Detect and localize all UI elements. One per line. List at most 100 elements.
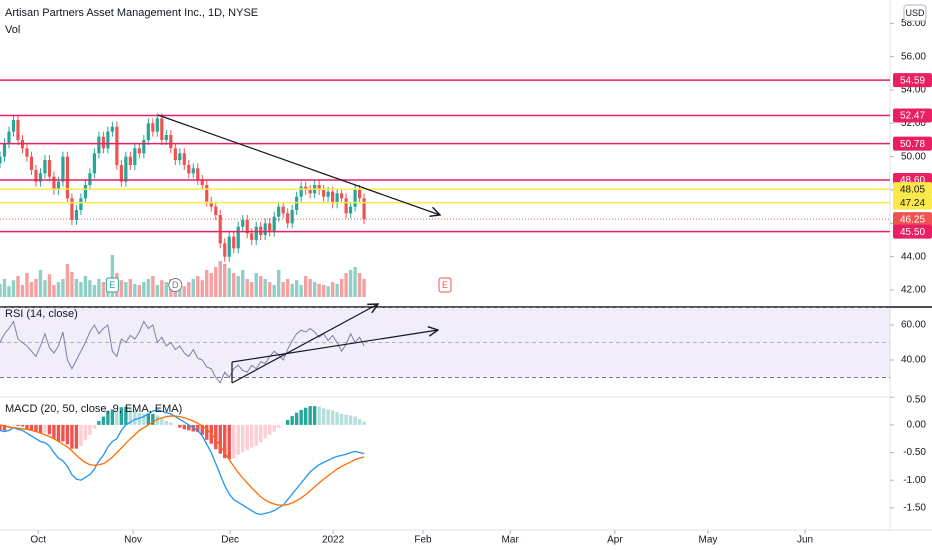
histogram-bar — [178, 424, 182, 428]
histogram-bar — [205, 424, 209, 440]
macd-line — [0, 409, 365, 516]
candle-body — [142, 140, 146, 154]
histogram-bar — [88, 424, 92, 435]
candle-body — [169, 135, 173, 149]
candle-body — [214, 206, 218, 215]
volume-bar — [79, 282, 83, 297]
volume-bar — [272, 285, 276, 297]
level-label: 48.60 — [900, 175, 925, 186]
volume-bar — [348, 270, 353, 297]
histogram-bar — [241, 424, 245, 452]
volume-bar — [124, 282, 128, 297]
volume-bar — [74, 279, 79, 297]
candle-body — [277, 206, 281, 217]
candle-body — [110, 126, 114, 132]
volume-bar — [339, 279, 344, 297]
level-label: 46.25 — [900, 214, 925, 225]
volume-bar — [281, 282, 285, 297]
trend-line[interactable] — [231, 304, 378, 384]
level-label: 54.59 — [900, 75, 925, 86]
candle-body — [146, 123, 150, 140]
volume-bar — [218, 261, 222, 297]
x-tick-label: Nov — [124, 535, 142, 546]
volume-bar — [137, 285, 142, 297]
candle-body — [61, 156, 65, 182]
volume-bar — [52, 285, 56, 297]
candle-body — [299, 186, 303, 197]
histogram-bar — [133, 409, 137, 425]
histogram-bar — [56, 424, 61, 442]
histogram-bar — [281, 424, 285, 426]
volume-bar — [16, 276, 20, 297]
candle-body — [191, 168, 195, 174]
histogram-bar — [353, 416, 357, 425]
volume-bar — [236, 276, 240, 297]
y-tick-label: 50.00 — [901, 151, 926, 162]
histogram-bar — [357, 419, 362, 425]
candle-body — [65, 156, 70, 199]
candle-body — [155, 118, 159, 132]
volume-bar — [182, 286, 186, 297]
candle-body — [241, 220, 245, 227]
candle-body — [326, 191, 330, 197]
event-label: E — [109, 280, 115, 290]
volume-bar — [214, 267, 218, 297]
histogram-bar — [263, 424, 267, 439]
histogram-bar — [182, 424, 186, 430]
currency-badge[interactable] — [903, 4, 927, 22]
volume-bar — [29, 282, 34, 297]
candle-body — [160, 118, 164, 140]
candle-body — [106, 131, 110, 149]
histogram-bar — [362, 421, 366, 425]
trend-line[interactable] — [231, 330, 438, 363]
histogram-bar — [146, 413, 151, 425]
histogram-bar — [321, 408, 326, 425]
volume-bar — [160, 280, 164, 297]
histogram-bar — [160, 418, 164, 425]
candle-body — [353, 190, 357, 207]
macd-title: MACD (20, 50, close, 9, EMA, EMA) — [5, 403, 182, 415]
y-tick-label: 52.00 — [901, 118, 926, 129]
candle-body — [7, 131, 11, 144]
candle-body — [223, 243, 227, 257]
histogram-bar — [317, 406, 321, 425]
histogram-bar — [25, 424, 29, 429]
histogram-bar — [276, 424, 281, 428]
volume-bar — [294, 280, 299, 297]
histogram-bar — [124, 406, 128, 425]
candle-body — [250, 233, 254, 240]
volume-bar — [151, 276, 155, 297]
volume-bar — [2, 279, 7, 297]
volume-bar — [232, 273, 236, 297]
histogram-bar — [11, 424, 16, 426]
histogram-bar — [173, 424, 178, 426]
candle-body — [340, 193, 344, 199]
volume-bar — [65, 264, 70, 297]
volume-bar — [299, 285, 303, 297]
volume-bar — [164, 282, 169, 297]
candle-body — [317, 185, 321, 190]
level-label: 50.78 — [900, 139, 925, 150]
y-tick-label: 0.00 — [907, 420, 927, 431]
candle-body — [187, 165, 191, 174]
histogram-bar — [65, 424, 70, 445]
volume-bar — [335, 283, 339, 297]
volume-bar — [133, 283, 137, 297]
histogram-bar — [142, 413, 146, 425]
histogram-bar — [218, 424, 222, 454]
trend-line[interactable] — [157, 114, 440, 215]
candle-body — [200, 180, 204, 185]
volume-bar — [88, 280, 92, 297]
volume-bar — [155, 285, 160, 297]
macd-line — [0, 415, 365, 506]
histogram-bar — [115, 411, 119, 425]
volume-bar — [290, 283, 294, 297]
volume-bar — [101, 282, 106, 297]
histogram-bar — [151, 413, 155, 425]
candle-body — [263, 223, 267, 235]
histogram-bar — [245, 424, 249, 450]
histogram-bar — [187, 424, 191, 431]
candle-body — [43, 160, 47, 174]
volume-bar — [241, 270, 245, 297]
